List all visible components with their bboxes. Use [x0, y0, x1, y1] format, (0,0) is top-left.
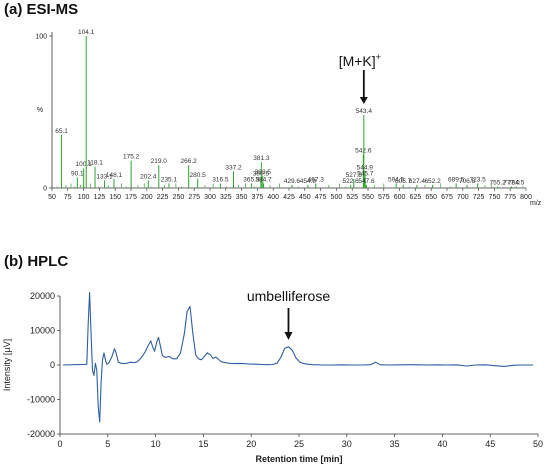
hplc-annotation-label: umbelliferose — [247, 288, 330, 304]
ms-peak-label: 755.2 — [490, 179, 507, 186]
ms-peak-label: 777.0 — [503, 179, 520, 186]
ms-peak-label: 266.2 — [180, 158, 197, 165]
ms-y-tick-label: 0 — [43, 186, 47, 193]
hplc-y-tick-label: -10000 — [27, 395, 55, 405]
ms-x-tick-label: 100 — [78, 194, 90, 201]
ms-x-tick-label: 800 — [520, 194, 532, 201]
hplc-x-tick-label: 5 — [105, 439, 110, 449]
ms-peak-label: 133.1 — [96, 173, 113, 180]
hplc-x-tick-label: 30 — [342, 439, 352, 449]
ms-peak-label: 627.4 — [409, 178, 426, 185]
ms-peak-label: 316.5 — [212, 176, 229, 183]
hplc-annotation-arrowhead — [284, 332, 293, 340]
ms-peak-label: 235.1 — [161, 176, 178, 183]
ms-peak-label: 202.4 — [140, 173, 157, 180]
ms-peak-label: 148.1 — [106, 172, 123, 179]
ms-peak-label: 605.7 — [395, 178, 412, 185]
ms-y-tick-label: 100 — [35, 34, 47, 41]
hplc-y-tick-label: 0 — [50, 360, 55, 370]
ms-peak-label: 337.2 — [225, 164, 242, 171]
ms-peak-label: 706.8 — [459, 178, 476, 185]
ms-peak-label: 545.7 — [357, 170, 374, 177]
ms-x-tick-label: 450 — [299, 194, 311, 201]
ms-peak-label: 594.5 — [388, 176, 405, 183]
ms-x-tick-label: 125 — [94, 194, 106, 201]
ms-x-tick-label: 700 — [457, 194, 469, 201]
ms-x-tick-label: 300 — [204, 194, 216, 201]
ms-x-tick-label: 325 — [220, 194, 232, 201]
hplc-series-line — [62, 292, 534, 423]
ms-peak-label: 522.6 — [343, 178, 360, 185]
ms-x-tick-label: 200 — [141, 194, 153, 201]
panel-b-title: (b) HPLC — [4, 253, 69, 270]
hplc-x-tick-label: 35 — [390, 439, 400, 449]
ms-peak-label: 65.1 — [55, 128, 68, 135]
hplc-x-tick-label: 20 — [246, 439, 256, 449]
ms-peak-label: 689.5 — [448, 176, 465, 183]
hplc-x-axis-label: Retention time [min] — [256, 454, 343, 464]
ms-peak-label: 365.5 — [243, 176, 260, 183]
hplc-x-tick-label: 40 — [437, 439, 447, 449]
ms-peak-label: 175.2 — [123, 154, 140, 161]
panel-a-title: (a) ESI-MS — [4, 1, 79, 18]
hplc-x-tick-label: 10 — [151, 439, 161, 449]
ms-x-tick-label: 275 — [188, 194, 200, 201]
ms-x-tick-label: 725 — [473, 194, 485, 201]
ms-peak-label: 454.9 — [300, 178, 317, 185]
ms-x-tick-label: 175 — [125, 194, 137, 201]
ms-peak-label: 723.5 — [470, 176, 487, 183]
hplc-y-tick-label: -20000 — [27, 429, 55, 439]
ms-peak-label: 544.9 — [357, 164, 374, 171]
ms-peak-label: 280.5 — [190, 172, 207, 179]
hplc-y-tick-label: 20000 — [30, 291, 55, 301]
ms-peak-label: 652.2 — [424, 178, 441, 185]
ms-peak-label: 381.3 — [253, 155, 270, 162]
ms-x-tick-label: 150 — [109, 194, 121, 201]
ms-peak-label: 527.5 — [346, 172, 363, 179]
hplc-x-tick-label: 0 — [57, 439, 62, 449]
ms-x-tick-label: 750 — [489, 194, 501, 201]
ms-x-tick-label: 650 — [425, 194, 437, 201]
ms-x-tick-label: 50 — [48, 194, 56, 201]
hplc-y-axis-label: Intensity [µV] — [2, 339, 12, 391]
ms-x-tick-label: 350 — [236, 194, 248, 201]
ms-annotation-arrowhead — [359, 97, 368, 105]
ms-x-tick-label: 400 — [267, 194, 279, 201]
ms-peak-label: 543.4 — [356, 108, 373, 115]
ms-peak-label: 384.7 — [255, 176, 272, 183]
hplc-x-tick-label: 25 — [294, 439, 304, 449]
ms-peak-label: 547.6 — [358, 178, 375, 185]
ms-x-tick-label: 250 — [173, 194, 185, 201]
ms-x-tick-label: 425 — [283, 194, 295, 201]
ms-x-tick-label: 225 — [157, 194, 169, 201]
ms-peak-label: 467.3 — [308, 176, 325, 183]
ms-x-tick-label: 75 — [64, 194, 72, 201]
ms-peak-label: 429.6 — [284, 178, 301, 185]
ms-peak-label: 219.0 — [151, 158, 168, 165]
ms-x-tick-label: 550 — [362, 194, 374, 201]
ms-peak-label: 383.5 — [255, 169, 272, 176]
ms-x-tick-label: 625 — [410, 194, 422, 201]
ms-peak-label: 104.1 — [78, 29, 95, 36]
hplc-x-tick-label: 45 — [485, 439, 495, 449]
ms-x-tick-label: 500 — [331, 194, 343, 201]
ms-x-axis-label: m/z — [530, 200, 542, 207]
ms-peak-label: 784.5 — [508, 179, 525, 186]
hplc-x-tick-label: 50 — [533, 439, 543, 449]
ms-peak-label: 118.1 — [87, 160, 103, 167]
hplc-y-tick-label: 10000 — [30, 326, 55, 336]
ms-peak-label: 100.1 — [76, 161, 93, 168]
ms-x-tick-label: 575 — [378, 194, 390, 201]
hplc-x-tick-label: 15 — [198, 439, 208, 449]
ms-peak-label: 90.1 — [71, 170, 84, 177]
ms-x-tick-label: 775 — [504, 194, 516, 201]
ms-x-tick-label: 675 — [441, 194, 453, 201]
ms-y-axis-label: % — [37, 107, 43, 114]
ms-x-tick-label: 375 — [252, 194, 264, 201]
ms-x-tick-label: 600 — [394, 194, 406, 201]
ms-x-tick-label: 525 — [346, 194, 358, 201]
ms-x-tick-label: 475 — [315, 194, 327, 201]
ms-annotation-label: [M+K]+ — [339, 52, 381, 69]
